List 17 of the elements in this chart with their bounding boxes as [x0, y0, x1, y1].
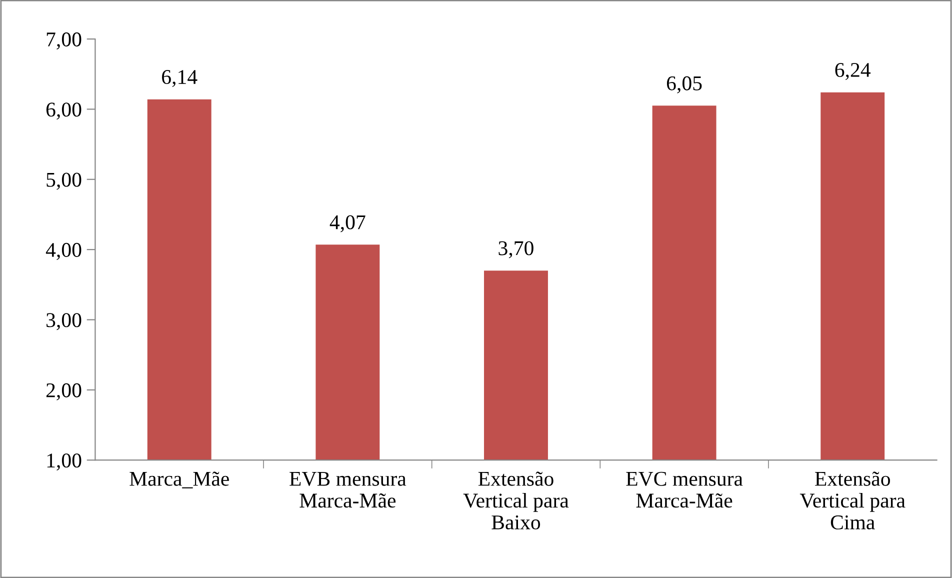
y-tick-label: 4,00 — [46, 242, 82, 260]
x-tick-label: Extensão Vertical para Cima — [800, 472, 906, 530]
x-tick-label: EVC mensura Marca-Mãe — [626, 472, 743, 508]
x-tick-label: Extensão Vertical para Baixo — [463, 472, 569, 530]
x-tick-label: EVB mensura Marca-Mãe — [290, 472, 406, 508]
y-tick-label: 6,00 — [46, 102, 82, 120]
x-tick-label: Marca_Mãe — [130, 472, 229, 488]
y-tick-label: 1,00 — [47, 453, 82, 471]
data-label: 6,24 — [835, 63, 871, 80]
data-label: 6,14 — [162, 70, 198, 88]
y-tick-label: 7,00 — [46, 32, 82, 50]
y-tick-label: 5,00 — [46, 172, 82, 190]
data-label: 4,07 — [330, 215, 366, 232]
y-tick-label: 2,00 — [46, 383, 82, 400]
data-label: 6,05 — [666, 76, 702, 94]
y-tick-label: 3,00 — [46, 313, 82, 330]
data-label: 3,70 — [498, 241, 534, 258]
